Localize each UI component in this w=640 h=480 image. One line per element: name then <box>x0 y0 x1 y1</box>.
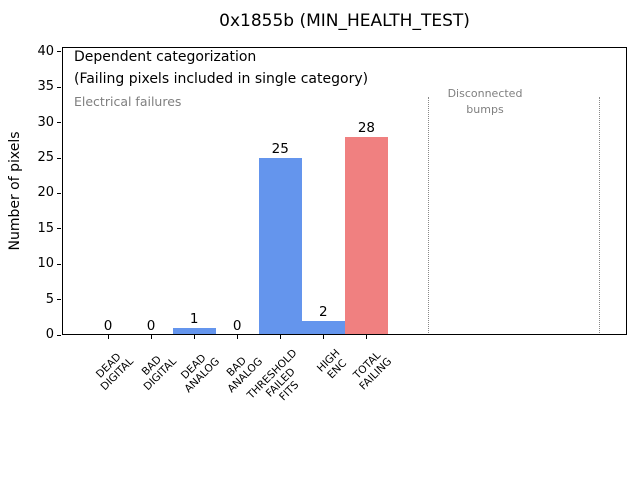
bar-2 <box>172 327 216 335</box>
x-tick-mark <box>194 335 196 339</box>
y-tick-label: 30 <box>37 114 54 130</box>
x-tick-label: BAD DIGITAL <box>139 353 180 393</box>
y-tick-label: 35 <box>37 79 54 95</box>
y-tick-label: 40 <box>37 43 54 59</box>
bar-6 <box>344 136 388 335</box>
annotation-electrical-failures: Electrical failures <box>74 94 182 109</box>
annotation-failing-pixels-note: (Failing pixels included in single categ… <box>74 71 369 87</box>
x-tick-label: HIGH ENC <box>315 347 350 382</box>
x-tick-mark <box>151 335 153 339</box>
x-tick-label: DEAD DIGITAL <box>93 350 136 393</box>
y-tick-label: 15 <box>37 220 54 236</box>
bar-value-label: 0 <box>232 318 242 334</box>
bar-value-label: 25 <box>271 141 289 158</box>
x-tick-label: TOTAL FAILING <box>351 349 395 393</box>
bar-5 <box>301 320 345 335</box>
y-tick-mark <box>57 263 61 265</box>
x-tick-mark <box>366 335 368 339</box>
bar-value-label: 0 <box>146 318 156 334</box>
bar-value-label: 1 <box>189 310 199 327</box>
y-tick-label: 10 <box>37 256 54 272</box>
annotation-dependent-categorization: Dependent categorization <box>74 49 257 65</box>
y-tick-label: 25 <box>37 150 54 166</box>
x-tick-mark <box>108 335 109 339</box>
annotation-disconnected-bumps: Disconnected bumps <box>447 87 523 116</box>
y-tick-mark <box>57 51 61 53</box>
y-tick-label: 20 <box>37 185 54 201</box>
y-tick-mark <box>57 228 61 230</box>
y-tick-mark <box>57 192 61 194</box>
y-tick-mark <box>57 86 61 88</box>
y-tick-label: 5 <box>45 291 54 307</box>
y-tick-mark <box>57 122 61 124</box>
bar-value-label: 2 <box>319 303 328 320</box>
region-divider-line <box>428 96 430 335</box>
chart-title: 0x1855b (MIN_HEALTH_TEST) <box>219 11 470 31</box>
x-tick-mark <box>280 335 282 339</box>
bar-value-label: 28 <box>357 119 375 136</box>
bar-4 <box>258 158 302 335</box>
y-tick-mark <box>57 299 61 301</box>
region-divider-line <box>598 96 600 335</box>
plot-area: Dependent categorization (Failing pixels… <box>37 44 627 403</box>
y-tick-label: 0 <box>45 327 54 342</box>
bar-value-label: 0 <box>103 318 113 334</box>
y-tick-mark <box>57 157 61 159</box>
x-tick-mark <box>323 335 325 339</box>
x-tick-mark <box>237 335 239 339</box>
x-tick-label: DEAD ANALOG <box>178 351 223 396</box>
y-tick-mark <box>57 334 61 336</box>
